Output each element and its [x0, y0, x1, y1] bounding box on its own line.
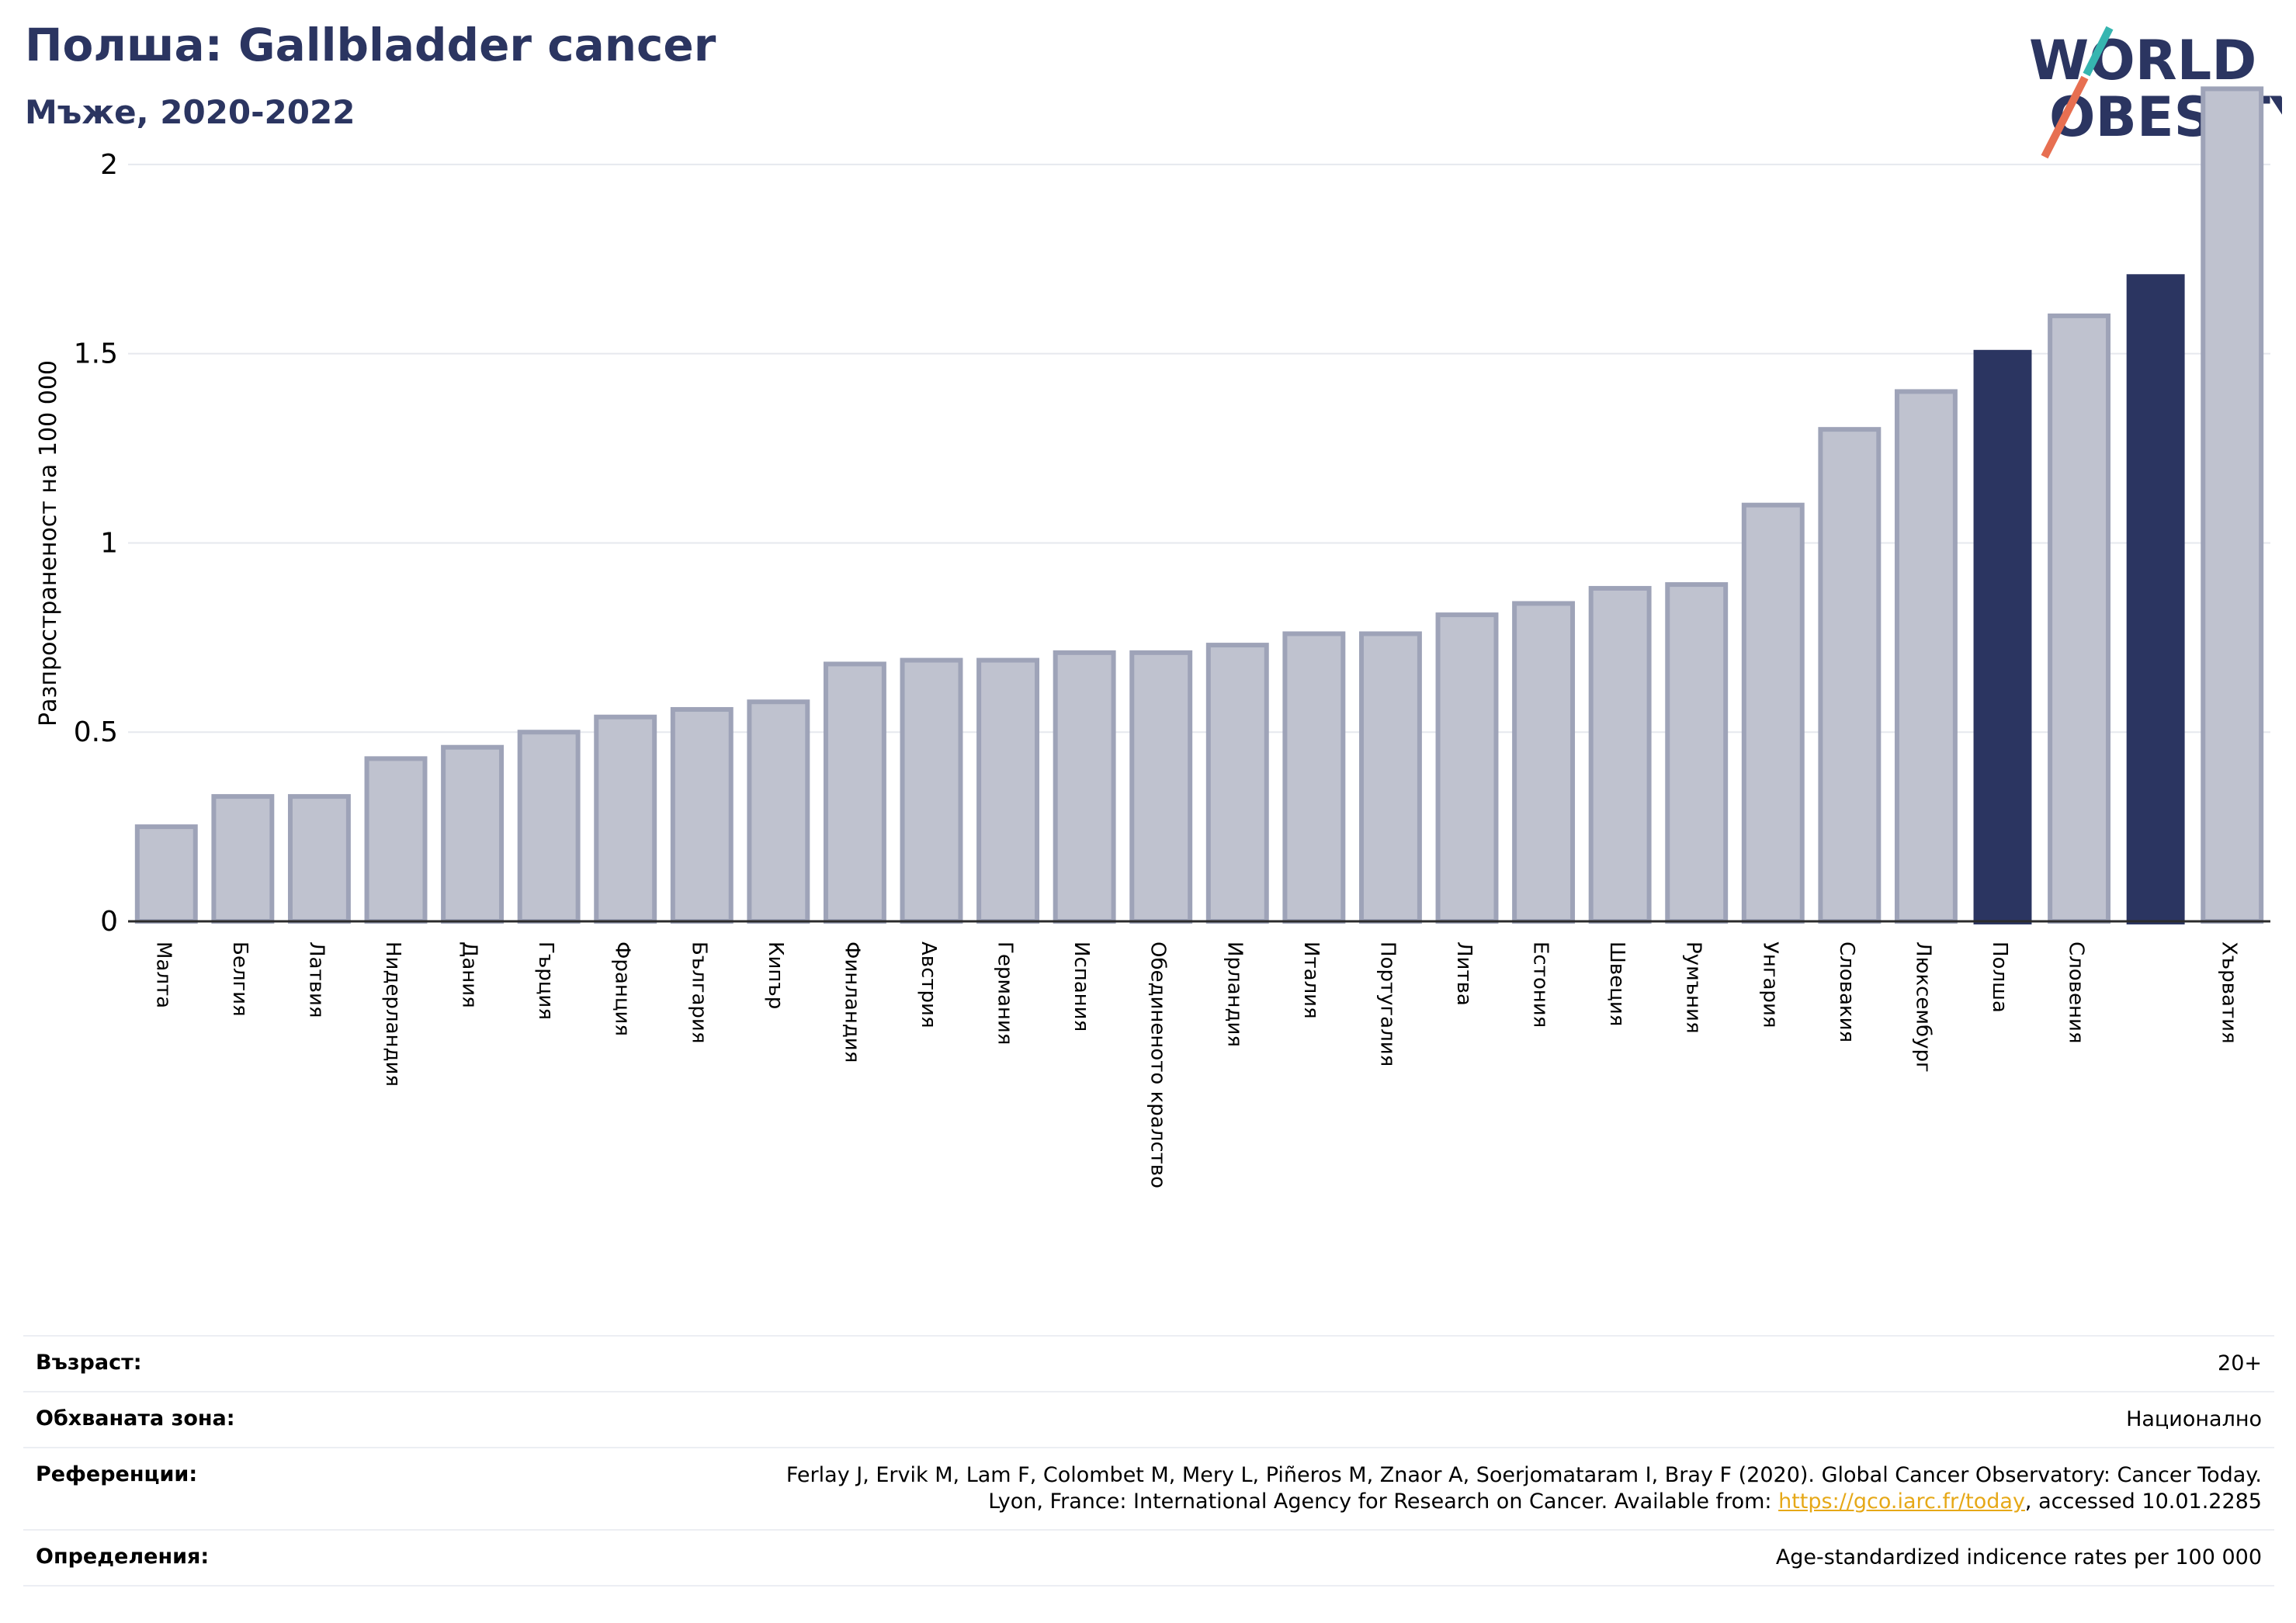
reference-line-2-post: , accessed 10.01.2285 [2024, 1489, 2262, 1514]
info-label-references: Референции: [36, 1462, 198, 1486]
bar-6 [594, 714, 657, 924]
bar-25 [2048, 313, 2111, 924]
bar-5 [517, 730, 581, 924]
y-tick-label: 1.5 [74, 338, 118, 370]
bar-27 [2201, 86, 2264, 924]
bar-20 [1665, 582, 1729, 924]
info-label-age: Възраст: [36, 1351, 142, 1375]
bar-9 [823, 661, 886, 924]
bar-24 [1973, 349, 2032, 924]
bar-26 [2126, 274, 2185, 924]
y-tick-label: 0.5 [74, 716, 118, 748]
bar-11 [976, 657, 1040, 924]
y-tick-labels: 0 0.5 1 1.5 2 [74, 149, 118, 938]
x-tick-label: Португалия [1375, 942, 1399, 1066]
info-row-area: Обхваната зона: Национално [23, 1392, 2274, 1448]
info-row-references: Референции: Ferlay J, Ervik M, Lam F, Co… [23, 1448, 2274, 1531]
bar-4 [441, 744, 505, 924]
x-tick-label: Естония [1529, 942, 1552, 1028]
bar-21 [1741, 502, 1805, 924]
info-value-references: Ferlay J, Ervik M, Lam F, Colombet M, Me… [786, 1462, 2262, 1515]
logo-world-text: WORLD [2029, 29, 2256, 92]
info-table: Възраст: 20+ Обхваната зона: Национално … [23, 1335, 2274, 1587]
x-tick-label: България [687, 942, 710, 1043]
bar-3 [364, 756, 428, 924]
bar-2 [287, 794, 351, 924]
bar-7 [670, 706, 734, 924]
chart-subtitle: Мъже, 2020-2022 [25, 93, 355, 131]
x-tick-label: Латвия [304, 942, 328, 1018]
x-tick-label: Италия [1299, 942, 1323, 1019]
bar-1 [211, 794, 275, 924]
x-tick-label: Унгария [1758, 942, 1781, 1028]
bar-chart: 0 0.5 1 1.5 2 Малта Белгия Латвия Нидерландия Да… [35, 86, 2270, 1188]
logo-slash-top [2083, 26, 2114, 77]
x-tick-labels: Малта Белгия Латвия Нидерландия Дания Гърция Ф… [151, 942, 2240, 1188]
x-tick-label: Франция [611, 942, 634, 1036]
reference-line-2-pre: Lyon, France: International Agency for R… [988, 1489, 1779, 1514]
x-tick-label: Люксембург [1911, 942, 1934, 1073]
info-label-area: Обхваната зона: [36, 1406, 235, 1431]
x-tick-label: Малта [151, 942, 175, 1008]
x-tick-label: Хърватия [2218, 942, 2241, 1044]
info-value-area: Национално [2126, 1407, 2262, 1431]
info-row-definitions: Определения: Age-standardized indicence … [23, 1531, 2274, 1587]
bar-8 [747, 699, 810, 924]
y-tick-label: 0 [100, 906, 118, 938]
info-label-definitions: Определения: [36, 1545, 210, 1569]
x-tick-label: Белгия [228, 942, 251, 1017]
x-tick-label: Австрия [917, 942, 940, 1028]
reference-link[interactable]: https://gco.iarc.fr/today [1778, 1489, 2025, 1514]
x-tick-label: Германия [994, 942, 1017, 1045]
bar-19 [1588, 585, 1652, 924]
bar-12 [1053, 650, 1116, 924]
chart-title: Полша: Gallbladder cancer [25, 19, 716, 71]
y-axis-label: Разпространеност на 100 000 [35, 360, 62, 727]
bar-13 [1129, 650, 1193, 924]
x-tick-label: Словакия [1835, 942, 1858, 1042]
x-tick-label: Ирландия [1223, 942, 1246, 1047]
bar-23 [1894, 389, 1958, 924]
x-tick-label: Словения [2065, 942, 2088, 1044]
x-tick-label: Полша [1988, 942, 2011, 1013]
y-tick-label: 1 [100, 527, 118, 559]
bar-17 [1435, 612, 1499, 924]
x-tick-label: Дания [458, 942, 481, 1008]
x-tick-label: Гърция [534, 942, 557, 1020]
bar-0 [134, 824, 198, 924]
bar-22 [1818, 427, 1882, 924]
bars [128, 86, 2270, 924]
x-tick-label: Испания [1070, 942, 1093, 1032]
x-tick-label: Нидерландия [381, 942, 404, 1087]
reference-line-1: Ferlay J, Ervik M, Lam F, Colombet M, Me… [786, 1463, 2262, 1487]
x-tick-label: Кипър [764, 942, 787, 1009]
bar-14 [1205, 643, 1269, 924]
x-tick-label: Обединеното кралство [1146, 942, 1170, 1188]
info-value-definitions: Age-standardized indicence rates per 100… [1775, 1545, 2262, 1569]
bar-16 [1358, 631, 1422, 924]
bar-15 [1282, 631, 1346, 924]
x-tick-label: Финландия [840, 942, 863, 1063]
x-tick-label: Литва [1452, 942, 1476, 1006]
x-tick-label: Швеция [1605, 942, 1628, 1026]
bar-10 [900, 657, 963, 924]
y-tick-label: 2 [100, 149, 118, 181]
bar-18 [1512, 601, 1576, 924]
info-row-age: Възраст: 20+ [23, 1337, 2274, 1392]
info-value-age: 20+ [2218, 1351, 2262, 1375]
x-tick-label: Румъния [1682, 942, 1705, 1034]
logo-slash-bottom [2041, 75, 2089, 159]
